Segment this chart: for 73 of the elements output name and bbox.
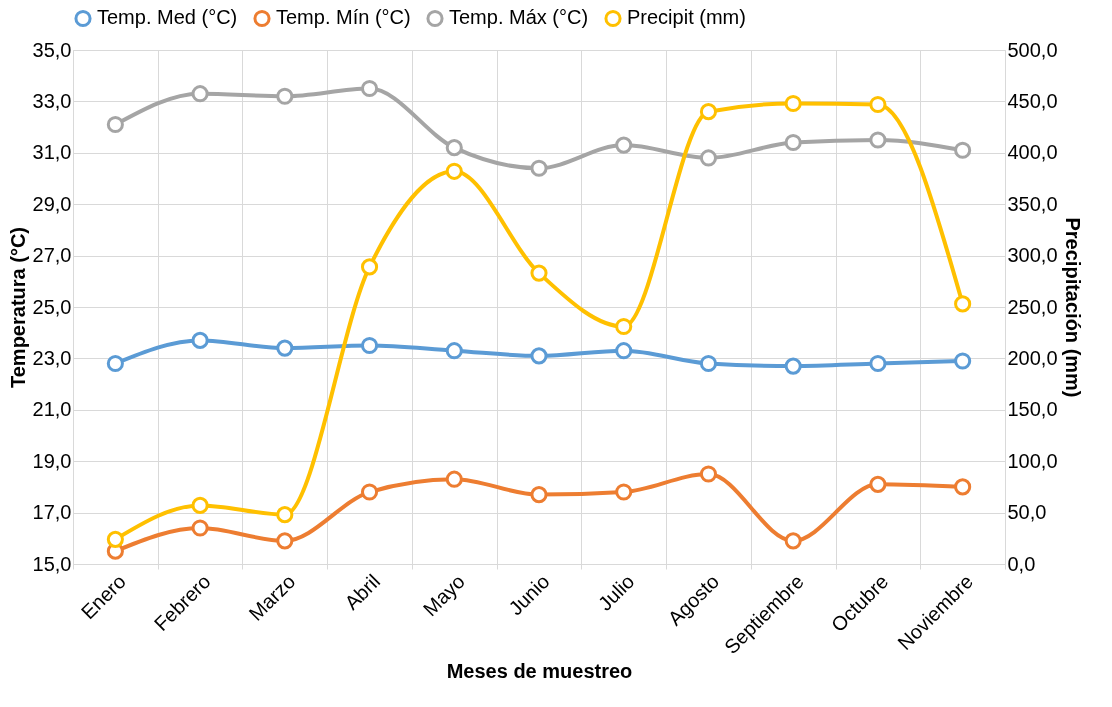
y-tick-label: 21,0 bbox=[32, 398, 72, 421]
point bbox=[276, 506, 294, 524]
y-tick-label: 23,0 bbox=[32, 346, 72, 369]
point bbox=[530, 486, 548, 504]
point bbox=[191, 519, 209, 537]
point bbox=[615, 342, 633, 360]
y2-tick-label: 350,0 bbox=[1007, 192, 1058, 215]
point bbox=[784, 133, 802, 152]
point bbox=[191, 331, 209, 349]
point bbox=[699, 465, 718, 483]
point bbox=[360, 258, 379, 276]
point bbox=[276, 87, 294, 105]
point bbox=[106, 530, 124, 548]
point bbox=[699, 149, 718, 167]
point bbox=[276, 339, 294, 357]
point bbox=[276, 532, 294, 550]
point bbox=[360, 79, 379, 98]
y-tick-label: 15,0 bbox=[32, 552, 72, 575]
y-tick-label: 19,0 bbox=[32, 449, 72, 472]
y-tick-label: 27,0 bbox=[32, 244, 72, 267]
point bbox=[784, 532, 802, 550]
y-tick-label: 35,0 bbox=[32, 38, 72, 61]
y2-tick-label: 200,0 bbox=[1007, 346, 1058, 369]
point bbox=[445, 162, 463, 180]
point bbox=[445, 342, 463, 360]
y-tick-label: 33,0 bbox=[32, 89, 72, 112]
point bbox=[869, 131, 887, 149]
point bbox=[784, 357, 802, 375]
legend-label: Temp. Máx (°C) bbox=[449, 6, 589, 29]
point bbox=[784, 94, 802, 113]
y2-tick-label: 100,0 bbox=[1007, 449, 1058, 472]
point bbox=[191, 496, 209, 514]
y-tick-label: 29,0 bbox=[32, 192, 72, 215]
point bbox=[615, 483, 633, 501]
x-axis-title: Meses de muestreo bbox=[446, 659, 633, 682]
y2-tick-label: 250,0 bbox=[1007, 295, 1058, 318]
point bbox=[699, 103, 718, 121]
point bbox=[445, 139, 463, 157]
point bbox=[191, 85, 209, 103]
point bbox=[530, 159, 548, 177]
point bbox=[530, 264, 548, 282]
point bbox=[699, 354, 718, 373]
y2-tick-label: 50,0 bbox=[1007, 501, 1047, 524]
y-tick-label: 25,0 bbox=[32, 295, 72, 318]
y2-tick-label: 400,0 bbox=[1007, 141, 1058, 164]
point bbox=[954, 141, 972, 159]
point bbox=[869, 354, 887, 373]
point bbox=[615, 317, 633, 336]
point bbox=[530, 347, 548, 365]
point bbox=[360, 336, 379, 355]
legend-label: Precipit (mm) bbox=[627, 6, 746, 29]
legend-label: Temp. Med (°C) bbox=[97, 6, 238, 29]
point bbox=[360, 483, 379, 501]
point bbox=[869, 95, 887, 114]
point bbox=[954, 478, 972, 496]
point bbox=[869, 475, 887, 493]
y2-axis-title: Precipitación (mm) bbox=[1061, 217, 1084, 398]
y2-tick-label: 0,0 bbox=[1007, 552, 1036, 575]
legend-label: Temp. Mín (°C) bbox=[276, 6, 411, 29]
y2-tick-label: 500,0 bbox=[1007, 38, 1058, 61]
point bbox=[106, 115, 124, 134]
y2-tick-label: 300,0 bbox=[1007, 244, 1058, 267]
point bbox=[954, 295, 972, 313]
y2-tick-label: 450,0 bbox=[1007, 89, 1058, 112]
y-axis-title: Temperatura (°C) bbox=[6, 227, 29, 388]
point bbox=[615, 136, 633, 154]
y-tick-label: 17,0 bbox=[32, 501, 72, 524]
point bbox=[954, 352, 972, 370]
y-tick-label: 31,0 bbox=[32, 141, 72, 164]
x-tick-label: Julio bbox=[593, 570, 639, 615]
y2-tick-label: 150,0 bbox=[1007, 398, 1058, 421]
point bbox=[106, 354, 124, 373]
point bbox=[445, 470, 463, 488]
